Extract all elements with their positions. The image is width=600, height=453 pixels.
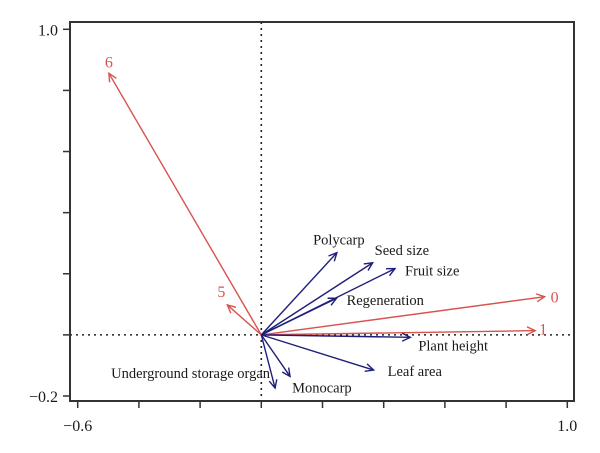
arrow-labels: 6 5 01 Polycarp Seed size Fruit size Regenerat… xyxy=(105,54,559,396)
arrow-head-leaf-area xyxy=(364,363,376,373)
arrow-head-fruit-size xyxy=(386,267,397,277)
arrow-underground-storage-organ xyxy=(260,334,278,390)
arrows xyxy=(108,71,547,390)
arrow-shaft-leaf-area xyxy=(261,334,374,371)
arrow-shaft-1 xyxy=(261,329,536,336)
arrow-label-fruit-size: Fruit size xyxy=(405,264,459,280)
arrow-0 xyxy=(261,293,547,336)
arrow-plant-height xyxy=(261,332,412,342)
arrow-1 xyxy=(261,326,537,336)
arrow-head-polycarp xyxy=(328,251,338,262)
arrow-head-6 xyxy=(108,71,117,83)
arrow-head-5 xyxy=(226,303,237,314)
arrow-head-regeneration xyxy=(327,297,339,306)
y-tick-label: −0.2 xyxy=(29,389,58,406)
arrow-polycarp xyxy=(260,251,338,336)
arrow-5 xyxy=(226,303,262,336)
arrow-6 xyxy=(108,71,262,336)
arrow-label-1: 1 xyxy=(539,322,547,339)
axis-ticks xyxy=(63,28,569,408)
arrow-label-seed-size: Seed size xyxy=(375,243,429,259)
arrow-regeneration xyxy=(260,297,339,336)
plot-border xyxy=(69,21,575,402)
arrow-monocarp xyxy=(260,334,291,378)
arrow-shaft-plant-height xyxy=(261,334,411,339)
arrow-label-regeneration: Regeneration xyxy=(347,293,425,309)
arrow-label-underground-storage-organ: Underground storage organ xyxy=(111,366,271,382)
arrow-shaft-monocarp xyxy=(260,334,291,377)
arrow-shaft-0 xyxy=(261,295,545,336)
arrow-label-plant-height: Plant height xyxy=(418,338,488,354)
arrow-shaft-6 xyxy=(108,72,262,336)
arrow-label-0: 0 xyxy=(551,290,559,307)
arrow-shaft-regeneration xyxy=(260,297,337,336)
arrow-head-plant-height xyxy=(401,332,412,342)
arrow-leaf-area xyxy=(261,334,376,373)
arrow-label-monocarp: Monocarp xyxy=(292,380,352,396)
reference-lines xyxy=(70,22,574,401)
x-tick-label: −0.6 xyxy=(63,418,92,435)
arrow-head-0 xyxy=(535,293,547,303)
arrow-shaft-5 xyxy=(226,304,262,336)
x-tick-label: 1.0 xyxy=(557,418,577,435)
arrow-label-5: 5 xyxy=(217,284,225,301)
axis-tick-labels: −0.6 1.0 −0.2 1.0 xyxy=(29,22,577,435)
y-tick-label: 1.0 xyxy=(38,22,58,39)
arrow-seed-size xyxy=(260,261,375,336)
plot-frame xyxy=(69,21,575,402)
arrow-head-underground-storage-organ xyxy=(268,379,278,390)
arrow-shaft-polycarp xyxy=(260,252,338,336)
arrow-head-seed-size xyxy=(363,261,375,271)
arrow-shaft-seed-size xyxy=(260,262,374,336)
arrow-label-6: 6 xyxy=(105,54,113,71)
arrow-label-leaf-area: Leaf area xyxy=(388,364,443,380)
arrow-shaft-underground-storage-organ xyxy=(260,334,276,389)
arrow-head-monocarp xyxy=(281,367,291,378)
arrow-label-polycarp: Polycarp xyxy=(313,233,365,249)
arrow-head-1 xyxy=(526,326,537,336)
